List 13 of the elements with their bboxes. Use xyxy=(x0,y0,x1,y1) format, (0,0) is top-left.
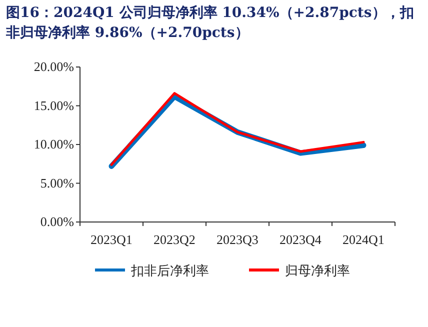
x-tick-label: 2024Q1 xyxy=(342,232,384,247)
y-tick-label: 5.00% xyxy=(40,175,74,190)
y-tick-label: 10.00% xyxy=(34,136,74,152)
x-tick-label: 2023Q1 xyxy=(90,232,132,247)
x-tick-label: 2023Q2 xyxy=(154,232,196,247)
chart-title: 图16：2024Q1 公司归母净利率 10.34%（+2.87pcts），扣非归母净利率 9.86%（+2.70pcts） xyxy=(6,4,415,43)
y-tick-label: 15.00% xyxy=(34,98,74,113)
x-tick-label: 2023Q4 xyxy=(280,232,322,247)
y-tick-label: 0.00% xyxy=(40,214,74,229)
legend-label: 归母净利率 xyxy=(285,263,350,279)
legend-label: 扣非后净利率 xyxy=(130,263,209,279)
x-tick-label: 2023Q3 xyxy=(216,232,258,247)
y-tick-label: 20.00% xyxy=(34,59,74,74)
